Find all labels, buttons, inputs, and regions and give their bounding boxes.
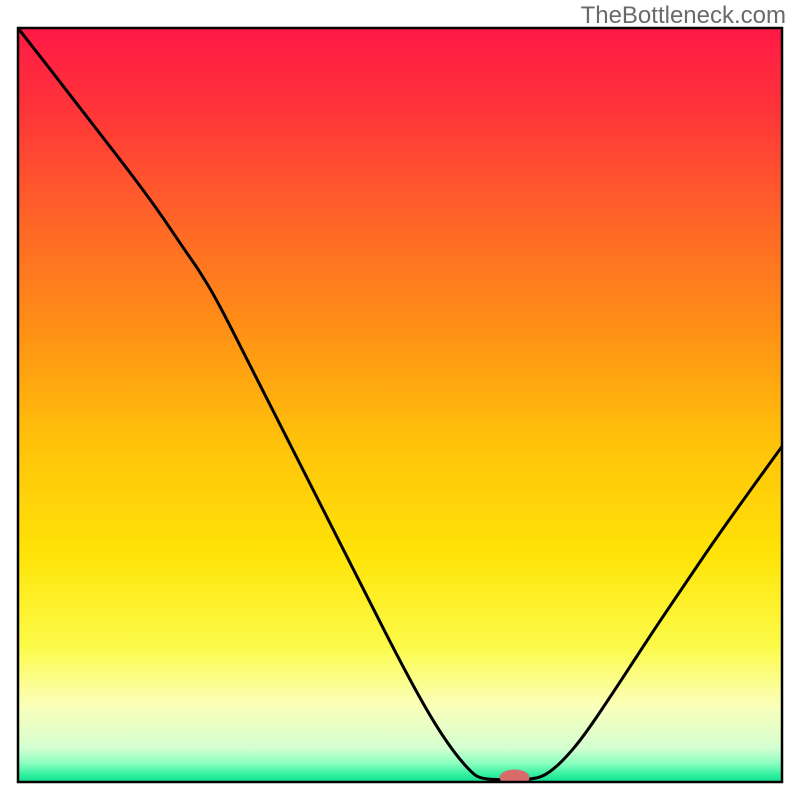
bottleneck-chart: [0, 0, 800, 800]
watermark-label: TheBottleneck.com: [581, 2, 786, 30]
chart-background-gradient: [18, 28, 782, 782]
